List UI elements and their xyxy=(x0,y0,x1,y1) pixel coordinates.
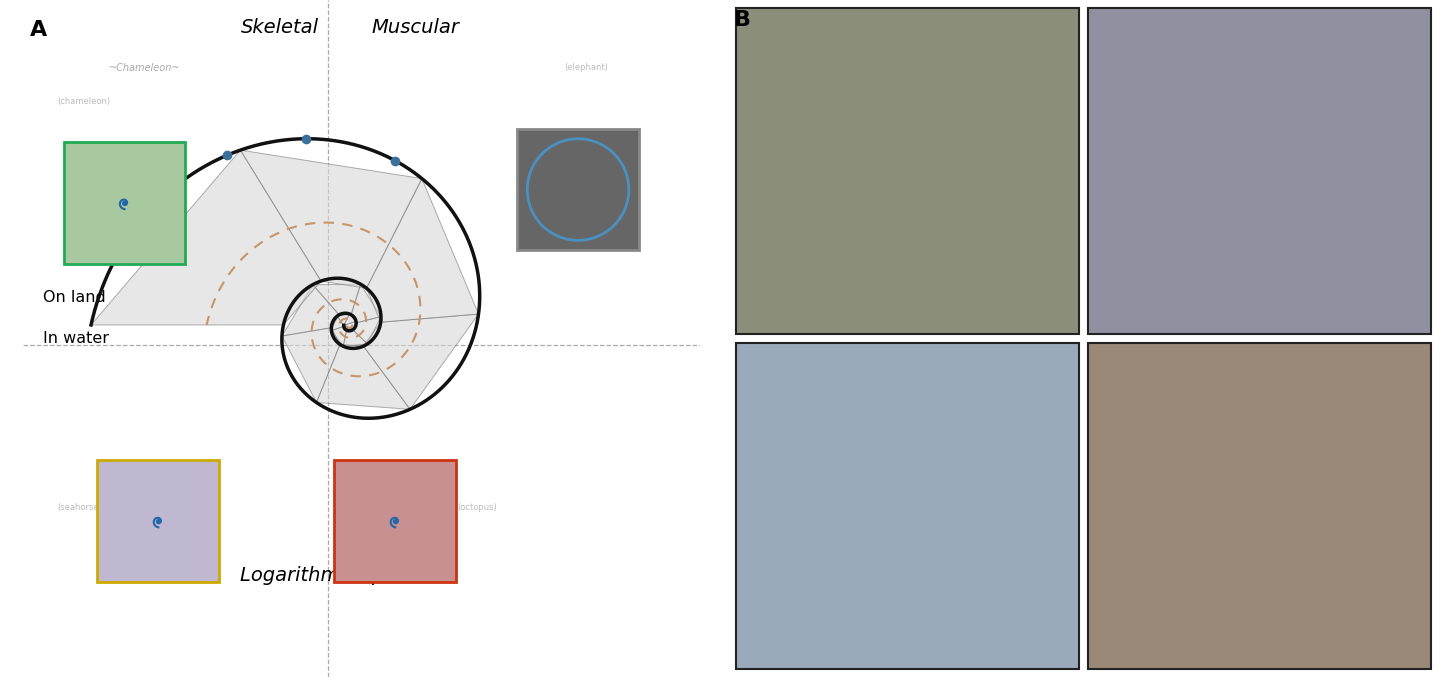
FancyBboxPatch shape xyxy=(736,343,1080,669)
Bar xyxy=(334,460,456,582)
Polygon shape xyxy=(344,322,356,329)
Polygon shape xyxy=(337,314,350,326)
Polygon shape xyxy=(282,328,340,403)
Polygon shape xyxy=(312,284,360,315)
Polygon shape xyxy=(331,316,344,330)
Polygon shape xyxy=(351,284,382,323)
Text: (elephant): (elephant) xyxy=(564,63,609,72)
FancyBboxPatch shape xyxy=(1087,343,1431,669)
Polygon shape xyxy=(331,326,347,346)
Polygon shape xyxy=(353,317,382,344)
Polygon shape xyxy=(240,150,422,288)
Polygon shape xyxy=(343,330,367,346)
Polygon shape xyxy=(282,285,338,336)
Text: ~Chameleon~: ~Chameleon~ xyxy=(109,63,180,72)
Text: (seahorse): (seahorse) xyxy=(56,503,102,512)
Text: Logarithmic spiral: Logarithmic spiral xyxy=(240,566,415,585)
FancyBboxPatch shape xyxy=(736,8,1080,334)
FancyBboxPatch shape xyxy=(1087,8,1431,334)
Polygon shape xyxy=(363,314,478,410)
Polygon shape xyxy=(317,345,410,410)
Text: Skeletal: Skeletal xyxy=(242,18,320,37)
Text: B: B xyxy=(734,10,752,30)
Polygon shape xyxy=(344,326,354,330)
Polygon shape xyxy=(91,150,321,325)
Bar xyxy=(517,129,639,250)
Polygon shape xyxy=(344,326,347,330)
Text: Muscular: Muscular xyxy=(372,18,459,37)
Polygon shape xyxy=(366,179,478,322)
Text: (chameleon): (chameleon) xyxy=(56,97,109,106)
Text: In water: In water xyxy=(43,331,109,346)
Text: (octopus): (octopus) xyxy=(456,503,497,512)
Text: On land: On land xyxy=(43,290,107,305)
Bar xyxy=(63,142,186,264)
Polygon shape xyxy=(344,314,356,326)
Text: A: A xyxy=(30,20,48,41)
Bar xyxy=(98,460,219,582)
